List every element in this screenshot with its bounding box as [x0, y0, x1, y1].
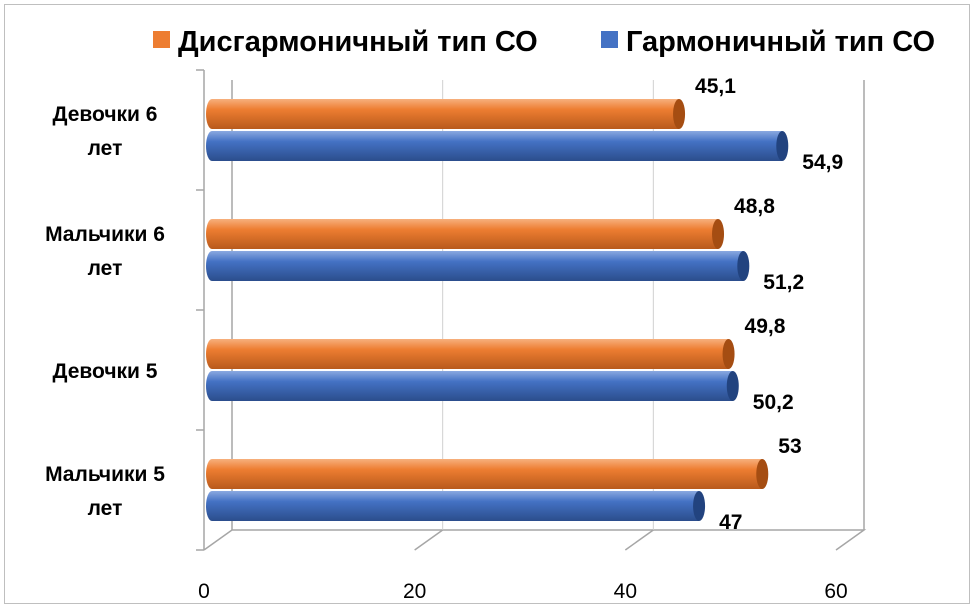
legend-label: Гармоничный тип СО: [626, 26, 935, 58]
bar-end-cap: [726, 371, 739, 401]
bar-start-cap: [206, 371, 218, 401]
legend-label: Дисгармоничный тип СО: [178, 26, 538, 58]
bar-series-1: [212, 491, 700, 521]
bar-end-cap: [712, 219, 725, 249]
data-label: 51,2: [763, 271, 804, 294]
category-label: лет: [88, 137, 123, 160]
bar-start-cap: [206, 459, 218, 489]
bar-start-cap: [206, 251, 218, 281]
bar-series-0: [212, 99, 680, 129]
bar-series-1: [212, 251, 744, 281]
bar-end-cap: [776, 131, 789, 161]
bar-series-1: [212, 371, 733, 401]
data-label: 54,9: [802, 151, 843, 174]
floor-outline: [203, 529, 867, 551]
category-label: Мальчики 5: [45, 463, 165, 486]
bar-start-cap: [206, 339, 218, 369]
category-label: Мальчики 6: [45, 223, 165, 246]
bar-series-0: [212, 219, 719, 249]
bars: [206, 99, 789, 521]
x-tick-label: 60: [824, 580, 847, 603]
data-label: 53: [778, 435, 801, 458]
bar-series-0: [212, 339, 729, 369]
floor-gridline: [624, 529, 654, 551]
bar-end-cap: [673, 99, 686, 129]
data-label: 49,8: [745, 315, 786, 338]
x-tick-label: 0: [198, 580, 210, 603]
x-tick-label: 40: [614, 580, 637, 603]
bar-start-cap: [206, 131, 218, 161]
bar-series-0: [212, 459, 763, 489]
bar-end-cap: [722, 339, 735, 369]
bar-start-cap: [206, 99, 218, 129]
bar-series-1: [212, 131, 783, 161]
category-label: Девочки 6: [53, 103, 158, 126]
bar-end-cap: [756, 459, 769, 489]
category-label: лет: [88, 497, 123, 520]
category-label: лет: [88, 257, 123, 280]
category-label: Девочки 5: [53, 360, 158, 383]
labels: 45,1 54,9 Девочки 6 лет 48,8 51,2 Мальчики 6 ле…: [45, 75, 843, 534]
legend-swatch: [153, 31, 170, 48]
data-label: 48,8: [734, 195, 775, 218]
data-label: 45,1: [695, 75, 736, 98]
bar-start-cap: [206, 491, 218, 521]
legend: Дисгармоничный тип СО Гармоничный тип СО: [153, 26, 935, 58]
data-label: 47: [719, 511, 742, 534]
bar-end-cap: [693, 491, 706, 521]
x-tick-label: 20: [403, 580, 426, 603]
floor-gridline: [414, 529, 444, 551]
bar-end-cap: [737, 251, 750, 281]
legend-swatch: [601, 31, 618, 48]
data-label: 50,2: [753, 391, 794, 414]
bar-start-cap: [206, 219, 218, 249]
axes: 0 20 40 60: [196, 69, 867, 603]
